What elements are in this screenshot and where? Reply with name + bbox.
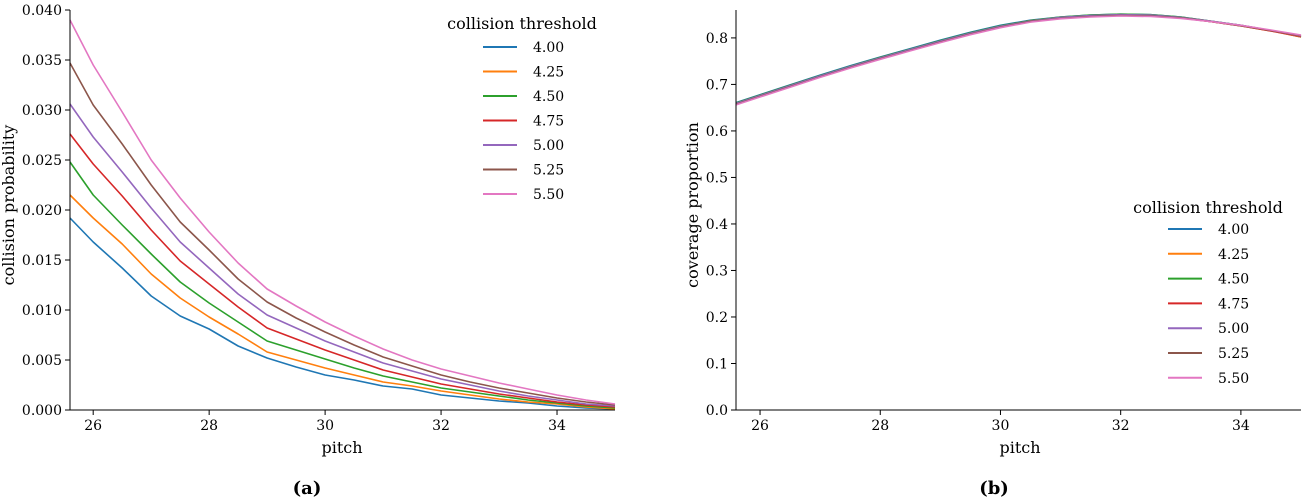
panel-b: 26 28 30 32 34 0.0 0.1 0.2 0.3 0.4 0.5 0.6 0.7 0.8 p… <box>683 10 1302 499</box>
panel-b-series-line-4.25 <box>735 13 1302 105</box>
panel-a-y-tick-label: 0.010 <box>22 303 62 319</box>
panel-b-legend: collision threshold 4.00 4.25 4.50 4.75 5.00… <box>1133 198 1283 387</box>
panel-b-x-label: pitch <box>999 438 1040 457</box>
panel-b-y-tick-label: 0.0 <box>706 403 728 419</box>
panel-a-legend-label: 4.25 <box>533 65 564 81</box>
panel-b-series <box>735 13 1302 106</box>
panel-b-legend-label: 4.75 <box>1218 296 1249 312</box>
panel-a-series-line-5.50 <box>69 19 616 405</box>
panel-b-x-tick-label: 32 <box>1112 418 1130 434</box>
panel-b-x-tick-label: 34 <box>1232 418 1250 434</box>
panel-a-y-tick-label: 0.020 <box>22 203 62 219</box>
panel-a-series-line-4.75 <box>69 133 616 408</box>
panel-a-series-line-4.50 <box>69 161 616 409</box>
panel-b-y-tick-label: 0.4 <box>706 217 728 233</box>
panel-a-legend-label: 5.25 <box>533 163 564 179</box>
panel-a-x-label: pitch <box>321 438 362 457</box>
panel-b-series-line-5.50 <box>735 15 1302 106</box>
panel-a-x-tick-label: 26 <box>84 418 102 434</box>
panel-a-series-line-5.25 <box>69 62 616 406</box>
panel-a-y-tick-label: 0.015 <box>22 253 62 269</box>
panel-b-legend-entries: 4.00 4.25 4.50 4.75 5.00 5.25 5.50 <box>1168 222 1249 387</box>
panel-b-legend-label: 4.00 <box>1218 222 1249 238</box>
panel-a-legend-label: 4.75 <box>533 114 564 130</box>
panel-a-y-tick-label: 0.025 <box>22 153 62 169</box>
panel-a-legend-title: collision threshold <box>447 14 597 33</box>
panel-b-y-tick-label: 0.8 <box>706 31 728 47</box>
panel-a-y-tick-label: 0.030 <box>22 103 62 119</box>
panel-b-legend-label: 5.50 <box>1218 371 1249 387</box>
panel-a-y-tick-label: 0.000 <box>22 403 62 419</box>
panel-a-series <box>69 19 616 410</box>
panel-a-y-label: collision probability <box>0 125 18 286</box>
panel-a-legend-label: 5.00 <box>533 138 564 154</box>
panel-a-legend-label: 5.50 <box>533 187 564 203</box>
panel-b-y-label: coverage proportion <box>683 122 702 288</box>
panel-b-x-ticks: 26 28 30 32 34 <box>751 410 1250 434</box>
panel-b-legend-label: 5.25 <box>1218 346 1249 362</box>
panel-b-y-tick-label: 0.6 <box>706 124 728 140</box>
panel-b-y-ticks: 0.0 0.1 0.2 0.3 0.4 0.5 0.6 0.7 0.8 <box>706 31 736 419</box>
panel-a-legend-label: 4.50 <box>533 89 564 105</box>
panel-b-legend-label: 5.00 <box>1218 321 1249 337</box>
panel-b-series-line-4.75 <box>735 14 1302 105</box>
panel-a-y-tick-label: 0.035 <box>22 53 62 69</box>
panel-b-y-tick-label: 0.3 <box>706 263 728 279</box>
panel-b-y-tick-label: 0.7 <box>706 77 728 93</box>
panel-a-y-tick-label: 0.005 <box>22 353 62 369</box>
panel-b-y-tick-label: 0.2 <box>706 310 728 326</box>
panel-a-y-tick-label: 0.040 <box>22 3 62 19</box>
panel-b-y-tick-label: 0.1 <box>706 356 728 372</box>
panel-b-x-tick-label: 28 <box>871 418 889 434</box>
panel-a-series-line-4.25 <box>69 194 616 410</box>
panel-a: 26 28 30 32 34 0.000 0.005 0.010 0.015 0.020 0.02… <box>0 3 616 499</box>
panel-b-y-tick-label: 0.5 <box>706 170 728 186</box>
panel-a-y-ticks: 0.000 0.005 0.010 0.015 0.020 0.025 0.030 0.035… <box>22 3 70 419</box>
panel-b-series-line-4.50 <box>735 13 1302 104</box>
panel-b-series-line-5.00 <box>735 13 1302 105</box>
panel-a-legend: collision threshold 4.00 4.25 4.50 4.75 5.00… <box>447 14 597 203</box>
panel-a-legend-label: 4.00 <box>533 40 564 56</box>
panel-b-series-line-5.25 <box>735 14 1302 106</box>
panel-b-caption: (b) <box>979 478 1009 499</box>
panel-b-series-line-4.00 <box>735 13 1302 104</box>
panel-b-legend-label: 4.50 <box>1218 272 1249 288</box>
panel-a-series-line-4.00 <box>69 217 616 410</box>
panel-a-x-ticks: 26 28 30 32 34 <box>84 410 566 434</box>
panel-a-caption: (a) <box>293 478 322 499</box>
panel-a-x-tick-label: 30 <box>316 418 334 434</box>
panel-a-x-tick-label: 34 <box>548 418 566 434</box>
panel-b-legend-label: 4.25 <box>1218 247 1249 263</box>
panel-a-series-line-5.00 <box>69 103 616 407</box>
panel-a-x-tick-label: 32 <box>432 418 450 434</box>
panel-a-legend-entries: 4.00 4.25 4.50 4.75 5.00 5.25 5.50 <box>483 40 564 203</box>
panel-b-x-tick-label: 30 <box>992 418 1010 434</box>
panel-a-x-tick-label: 28 <box>200 418 218 434</box>
panel-b-legend-title: collision threshold <box>1133 198 1283 217</box>
panel-b-x-tick-label: 26 <box>751 418 769 434</box>
